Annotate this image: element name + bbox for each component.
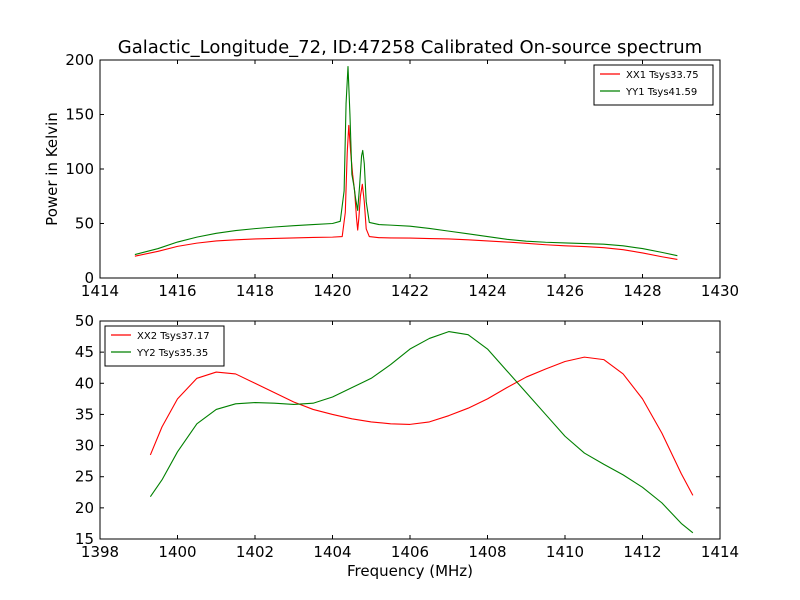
legend-box bbox=[104, 325, 225, 367]
chart-title: Galactic_Longitude_72, ID:47258 Calibrat… bbox=[118, 37, 702, 58]
y-tick-label: 100 bbox=[65, 160, 94, 178]
y-tick-label: 50 bbox=[75, 215, 94, 233]
legend: XX1 Tsys33.75 YY1 Tsys41.59 bbox=[593, 64, 714, 106]
x-tick-label: 1430 bbox=[701, 282, 739, 300]
y-tick-label: 25 bbox=[75, 468, 94, 486]
legend-box bbox=[593, 64, 714, 106]
x-tick-label: 1406 bbox=[391, 543, 429, 561]
series-line-1 bbox=[149, 356, 694, 496]
y-tick-label: 35 bbox=[75, 405, 94, 423]
legend-label: YY1 Tsys41.59 bbox=[625, 87, 697, 98]
y-tick-label: 50 bbox=[75, 312, 94, 330]
legend-label: XX2 Tsys37.17 bbox=[137, 331, 210, 342]
x-tick-label: 1412 bbox=[623, 543, 661, 561]
x-axis-label: Frequency (MHz) bbox=[347, 562, 473, 580]
x-tick-label: 1402 bbox=[236, 543, 274, 561]
y-tick-label: 200 bbox=[65, 51, 94, 69]
x-tick-label: 1408 bbox=[468, 543, 506, 561]
bottom-panel: 1398 1400 1402 1404 1406 1408 1410 1412 1414 15 20… bbox=[75, 312, 739, 580]
y-tick-label: 30 bbox=[75, 437, 94, 455]
top-panel: 1414 1416 1418 1420 1422 1424 1426 1428 1430 0 50 1… bbox=[43, 51, 739, 300]
x-tick-label: 1410 bbox=[546, 543, 584, 561]
x-tick-label: 1404 bbox=[313, 543, 351, 561]
y-tick-label: 15 bbox=[75, 530, 94, 548]
x-tick-label: 1426 bbox=[546, 282, 584, 300]
y-tick-label: 45 bbox=[75, 343, 94, 361]
series-line-2 bbox=[134, 65, 678, 257]
legend: XX2 Tsys37.17 YY2 Tsys35.35 bbox=[104, 325, 225, 367]
y-tick-label: 40 bbox=[75, 374, 94, 392]
legend-label: YY2 Tsys35.35 bbox=[136, 348, 208, 359]
x-tick-label: 1422 bbox=[391, 282, 429, 300]
x-tick-label: 1428 bbox=[623, 282, 661, 300]
x-tick-label: 1414 bbox=[701, 543, 739, 561]
y-tick-label: 20 bbox=[75, 499, 94, 517]
y-axis-label: Power in Kelvin bbox=[43, 112, 61, 226]
x-tick-label: 1416 bbox=[158, 282, 196, 300]
x-tick-label: 1400 bbox=[158, 543, 196, 561]
x-tick-label: 1424 bbox=[468, 282, 506, 300]
x-tick-label: 1420 bbox=[313, 282, 351, 300]
y-tick-label: 0 bbox=[84, 269, 94, 287]
x-tick-label: 1414 bbox=[81, 282, 119, 300]
x-tick-label: 1418 bbox=[236, 282, 274, 300]
y-tick-label: 150 bbox=[65, 106, 94, 124]
x-tick-label: 1398 bbox=[81, 543, 119, 561]
series-line-2 bbox=[149, 331, 694, 534]
series-line-1 bbox=[134, 124, 678, 261]
legend-label: XX1 Tsys33.75 bbox=[626, 70, 699, 81]
